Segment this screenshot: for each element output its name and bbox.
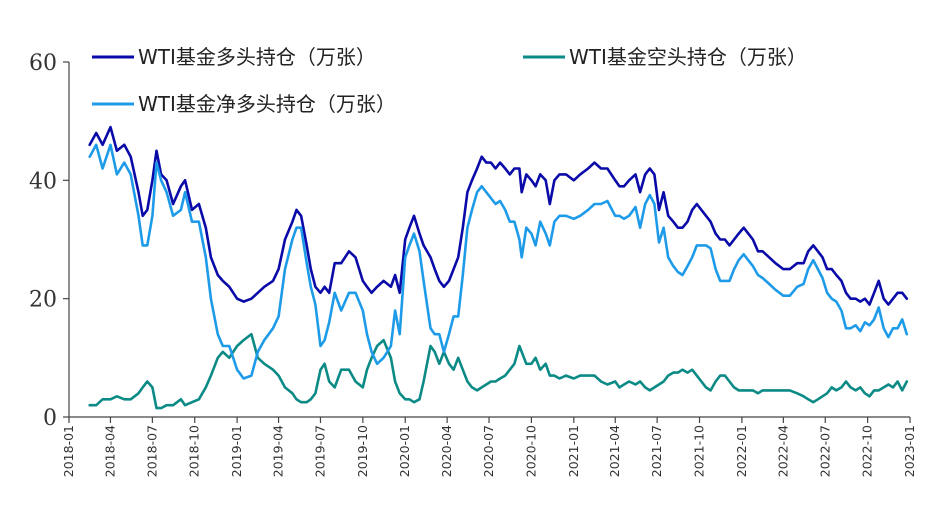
x-tick-label: 2022-04 — [775, 425, 790, 477]
x-tick-label: 2019-10 — [355, 425, 370, 477]
y-tick-label: 20 — [29, 288, 57, 313]
x-tick-label: 2018-07 — [144, 425, 159, 477]
x-tick-label: 2020-10 — [523, 425, 538, 477]
x-tick-label: 2018-01 — [61, 425, 76, 477]
x-tick-label: 2021-04 — [607, 425, 622, 477]
legend-label-long: WTI基金多头持仓（万张） — [138, 45, 376, 69]
y-tick-label: 40 — [29, 169, 57, 194]
x-tick-label: 2019-01 — [229, 425, 244, 477]
legend: WTI基金多头持仓（万张） WTI基金空头持仓（万张） WTI基金净多头持仓（万… — [92, 45, 807, 116]
x-tick-label: 2023-01 — [902, 425, 917, 477]
x-tick-label: 2020-04 — [439, 425, 454, 477]
axes: 0 20 40 60 2018-01 2018-04 2018-07 2018-10 2019-… — [29, 51, 917, 477]
series-lines — [88, 125, 909, 410]
short-positions-line — [88, 332, 909, 410]
x-tick-label: 2019-07 — [312, 425, 327, 477]
legend-label-short: WTI基金空头持仓（万张） — [569, 45, 807, 69]
legend-label-net: WTI基金净多头持仓（万张） — [138, 92, 396, 116]
y-tick-label: 0 — [43, 406, 57, 431]
x-tick-label: 2022-01 — [734, 425, 749, 477]
x-tick-label: 2019-04 — [271, 425, 286, 477]
x-tick-label: 2020-07 — [481, 425, 496, 477]
legend-entry-long: WTI基金多头持仓（万张） — [92, 45, 376, 69]
x-tick-label: 2021-10 — [692, 425, 707, 477]
x-tick-label: 2018-04 — [102, 425, 117, 477]
x-tick-label: 2018-10 — [187, 425, 202, 477]
net-long-positions-line — [88, 143, 909, 380]
x-tick-label: 2020-01 — [397, 425, 412, 477]
y-tick-label: 60 — [29, 51, 57, 76]
legend-entry-short: WTI基金空头持仓（万张） — [523, 45, 807, 69]
legend-entry-net: WTI基金净多头持仓（万张） — [92, 92, 396, 116]
x-tick-label: 2021-07 — [649, 425, 664, 477]
long-positions-line — [88, 125, 909, 306]
x-tick-label: 2021-01 — [566, 425, 581, 477]
x-tick-label: 2022-10 — [860, 425, 875, 477]
x-tick-label: 2022-07 — [817, 425, 832, 477]
